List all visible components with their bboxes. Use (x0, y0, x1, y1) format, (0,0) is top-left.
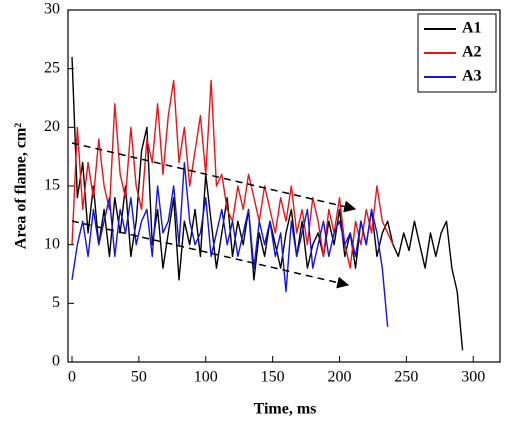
y-tick-label: 0 (52, 353, 60, 370)
data-line (71, 79, 394, 269)
x-tick-label: 200 (328, 369, 352, 386)
y-axis-label: Area of flame, cm² (13, 123, 30, 249)
y-tick-label: 15 (44, 177, 60, 194)
data-line (71, 56, 464, 351)
x-tick-label: 100 (194, 369, 218, 386)
legend-label: A1 (462, 20, 482, 37)
x-axis-label: Time, ms (254, 401, 317, 418)
plot-area (71, 56, 464, 351)
y-tick-label: 20 (44, 118, 60, 135)
x-tick-label: 50 (131, 369, 147, 386)
legend: A1 A2 A3 (417, 13, 497, 93)
data-line (71, 161, 389, 327)
y-tick-label: 10 (44, 235, 60, 252)
y-tick-label: 30 (44, 1, 60, 18)
x-tick-label: 300 (461, 369, 485, 386)
x-tick-label: 0 (68, 369, 76, 386)
y-tick-label: 5 (52, 294, 60, 311)
x-tick-label: 150 (261, 369, 285, 386)
legend-label: A2 (462, 44, 482, 61)
trend-arrow (71, 142, 357, 213)
trend-arrow (71, 220, 350, 289)
y-tick-label: 25 (44, 59, 60, 76)
x-tick-label: 250 (394, 369, 418, 386)
legend-label: A3 (462, 68, 482, 85)
